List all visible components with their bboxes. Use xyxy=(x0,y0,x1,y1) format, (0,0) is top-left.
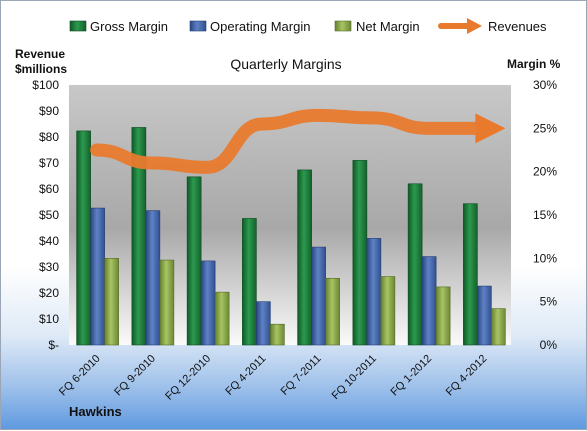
right-tick-label: 0% xyxy=(540,338,558,352)
net-margin-bar xyxy=(325,277,340,346)
gross-margin-bar xyxy=(242,218,257,346)
gross-margin-bar xyxy=(407,183,423,346)
legend: Gross Margin Operating Margin Net Margin… xyxy=(69,18,547,34)
x-tick-label: FQ 9-2010 xyxy=(112,353,158,399)
left-tick-label: $10 xyxy=(39,312,59,326)
net-margin-bar xyxy=(104,258,119,346)
right-tick-label: 5% xyxy=(540,295,558,309)
net-margin-bar xyxy=(270,323,285,346)
right-tick-label: 30% xyxy=(533,78,557,92)
legend-label-revenues: Revenues xyxy=(488,19,547,34)
right-axis-ticks: 0% 5% 10% 15% 20% 25% 30% xyxy=(533,78,557,352)
operating-margin-bar xyxy=(311,246,326,346)
chart-title: Quarterly Margins xyxy=(230,56,341,72)
left-tick-label: $30 xyxy=(39,260,59,274)
x-tick-label: FQ 10-2011 xyxy=(330,353,379,402)
legend-revenues-arrowhead xyxy=(467,18,482,34)
operating-margin-bar xyxy=(256,301,271,346)
left-tick-label: $100 xyxy=(32,78,59,92)
left-tick-label: $- xyxy=(48,338,59,352)
net-margin-bar xyxy=(380,276,396,346)
legend-label-gross-margin: Gross Margin xyxy=(90,19,168,34)
legend-label-net-margin: Net Margin xyxy=(356,19,420,34)
legend-swatch-gross-margin xyxy=(69,20,87,32)
net-margin-bar xyxy=(435,286,451,346)
x-tick-label: FQ 4-2012 xyxy=(444,353,490,399)
net-margin-bar xyxy=(491,308,506,346)
revenues-line xyxy=(90,108,490,174)
left-tick-label: $60 xyxy=(39,182,59,196)
x-tick-label: FQ 7-2011 xyxy=(279,353,324,398)
gross-margin-bar xyxy=(352,160,368,346)
x-tick-label: FQ 1-2012 xyxy=(389,353,435,399)
left-tick-label: $70 xyxy=(39,156,59,170)
left-tick-label: $50 xyxy=(39,208,59,222)
left-tick-label: $90 xyxy=(39,104,59,118)
operating-margin-bar xyxy=(200,260,216,346)
left-axis-title-line1: Revenue xyxy=(15,47,65,61)
footer-label: Hawkins xyxy=(69,404,122,419)
left-axis-ticks: $- $10 $20 $30 $40 $50 $60 $70 $80 $90 $100 xyxy=(32,78,59,352)
right-tick-label: 10% xyxy=(533,251,557,265)
x-axis-ticks: FQ 6-2010 FQ 9-2010 FQ 12-2010 FQ 4-2011 FQ … xyxy=(57,353,489,403)
bars xyxy=(76,127,506,346)
left-tick-label: $80 xyxy=(39,130,59,144)
gross-margin-bar xyxy=(186,176,202,346)
left-tick-label: $40 xyxy=(39,234,59,248)
legend-swatch-operating-margin xyxy=(189,20,207,32)
right-axis-title: Margin % xyxy=(507,57,561,71)
operating-margin-bar xyxy=(477,285,492,346)
revenues-arrow xyxy=(90,108,506,174)
x-tick-label: FQ 4-2011 xyxy=(223,353,268,398)
right-tick-label: 20% xyxy=(533,165,557,179)
gross-margin-bar xyxy=(463,203,478,346)
net-margin-bar xyxy=(159,259,175,346)
x-tick-label: FQ 6-2010 xyxy=(57,353,103,399)
left-axis-title-line2: $millions xyxy=(15,62,67,76)
right-tick-label: 15% xyxy=(533,208,557,222)
x-tick-label: FQ 12-2010 xyxy=(163,353,213,403)
left-tick-label: $20 xyxy=(39,286,59,300)
gross-margin-bar xyxy=(76,130,91,346)
operating-margin-bar xyxy=(145,210,161,346)
gross-margin-bar xyxy=(297,169,312,346)
operating-margin-bar xyxy=(421,256,437,346)
operating-margin-bar xyxy=(366,238,382,346)
revenues-arrowhead xyxy=(475,113,506,144)
operating-margin-bar xyxy=(90,207,105,346)
legend-swatch-net-margin xyxy=(334,20,352,32)
net-margin-bar xyxy=(214,291,230,346)
legend-label-operating-margin: Operating Margin xyxy=(210,19,310,34)
right-tick-label: 25% xyxy=(533,121,557,135)
